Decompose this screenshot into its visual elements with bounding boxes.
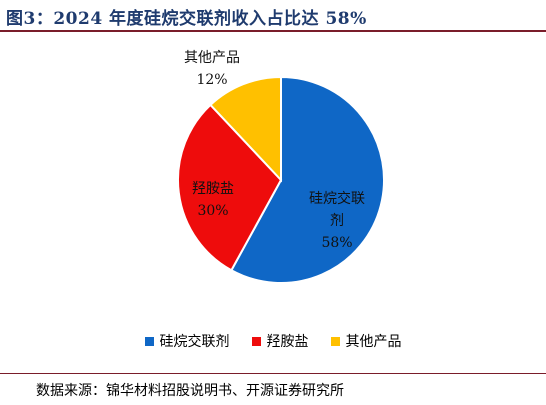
slice-value-silane-crosslinker: 58% [321,235,352,251]
slice-label-silane-crosslinker: 硅烷交联剂 58% [309,190,365,251]
slice-label-hydroxylamine-salt: 羟胺盐 30% [192,181,234,219]
pie-slice-silane-crosslinker [230,75,385,284]
slice-name-part-silane-crosslinker: 剂 [330,213,344,229]
legend-item-hydroxylamine-salt: 羟胺盐 [251,331,309,351]
legend-swatch-hydroxylamine-salt [251,336,261,346]
legend-label-silane-crosslinker: 硅烷交联剂 [159,334,230,350]
pie-chart: 硅烷交联剂 58% 羟胺盐 30% 其他产品 12% [177,50,385,284]
legend: 硅烷交联剂 羟胺盐 其他产品 [0,331,546,351]
slice-value-hydroxylamine-salt: 30% [197,203,228,219]
pie-labels: 硅烷交联剂 58% 羟胺盐 30% 其他产品 12% [184,50,365,251]
title-rule [0,30,546,32]
slice-name-hydroxylamine-salt: 羟胺盐 [192,181,234,197]
slice-value-other-products: 12% [196,72,227,88]
source-rule [0,373,546,374]
legend-item-silane-crosslinker: 硅烷交联剂 [144,331,230,351]
pie-slice-hydroxylamine-salt [177,103,283,272]
figure-title: 图3：2024 年度硅烷交联剂收入占比达 58% [6,9,367,29]
legend-swatch-silane-crosslinker [144,336,154,346]
slice-name-other-products: 其他产品 [184,50,240,66]
legend-label-hydroxylamine-salt: 羟胺盐 [266,334,309,350]
slice-label-other-products: 其他产品 12% [184,50,240,88]
pie-slice-other-products [209,75,282,183]
pie-slices [177,75,385,284]
legend-item-other-products: 其他产品 [330,331,402,351]
source-note: 数据来源：锦华材料招股说明书、开源证券研究所 [36,383,344,399]
legend-label-other-products: 其他产品 [345,334,402,350]
slice-name-part-silane-crosslinker: 硅烷交联 [309,190,365,207]
legend-swatch-other-products [330,336,340,346]
